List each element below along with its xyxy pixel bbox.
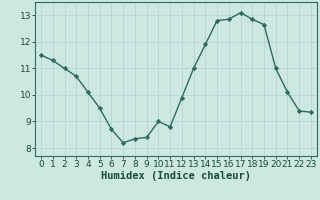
X-axis label: Humidex (Indice chaleur): Humidex (Indice chaleur) (101, 171, 251, 181)
